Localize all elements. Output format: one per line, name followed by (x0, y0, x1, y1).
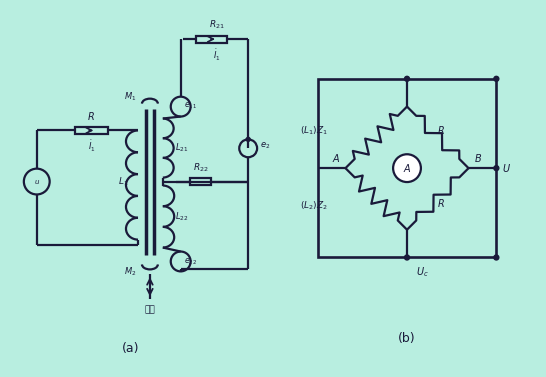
Bar (195, 35, 227, 43)
Text: $L_1$: $L_1$ (117, 175, 128, 188)
Text: $A$: $A$ (403, 162, 411, 174)
Text: $M_1$: $M_1$ (123, 90, 136, 103)
Text: $R$: $R$ (437, 124, 444, 136)
Text: $R$: $R$ (437, 197, 444, 209)
Circle shape (393, 154, 421, 182)
Text: $R$: $R$ (87, 110, 96, 123)
Text: $e_{11}$: $e_{11}$ (183, 100, 197, 111)
Text: $R_{21}$: $R_{21}$ (209, 19, 224, 31)
Text: $\dot{I}_1$: $\dot{I}_1$ (212, 48, 220, 63)
Text: $U_c$: $U_c$ (416, 265, 428, 279)
Circle shape (494, 255, 499, 260)
Text: $R_{22}$: $R_{22}$ (193, 161, 209, 174)
Text: $L_{21}$: $L_{21}$ (175, 142, 188, 154)
Text: $\dot{I}_1$: $\dot{I}_1$ (87, 138, 95, 154)
Circle shape (405, 76, 410, 81)
Text: (b): (b) (398, 333, 416, 345)
Circle shape (494, 76, 499, 81)
Bar (318, 79, 496, 257)
Text: $L_{22}$: $L_{22}$ (175, 210, 188, 223)
Bar (75, 127, 108, 134)
Text: $e_{22}$: $e_{22}$ (183, 256, 197, 267)
Text: $e_2$: $e_2$ (260, 140, 270, 150)
Text: $M_2$: $M_2$ (123, 265, 136, 277)
Text: $(L_1)Z_1$: $(L_1)Z_1$ (300, 124, 328, 137)
Text: $(L_2)Z_2$: $(L_2)Z_2$ (300, 199, 328, 212)
Circle shape (405, 255, 410, 260)
Text: (a): (a) (122, 342, 140, 355)
Text: $A$: $A$ (332, 152, 341, 164)
Text: $u$: $u$ (34, 178, 40, 185)
Bar (189, 178, 211, 185)
Text: 位移: 位移 (145, 305, 155, 314)
Circle shape (246, 137, 250, 141)
Circle shape (494, 166, 499, 171)
Text: $U$: $U$ (502, 162, 511, 174)
Text: $B$: $B$ (473, 152, 482, 164)
